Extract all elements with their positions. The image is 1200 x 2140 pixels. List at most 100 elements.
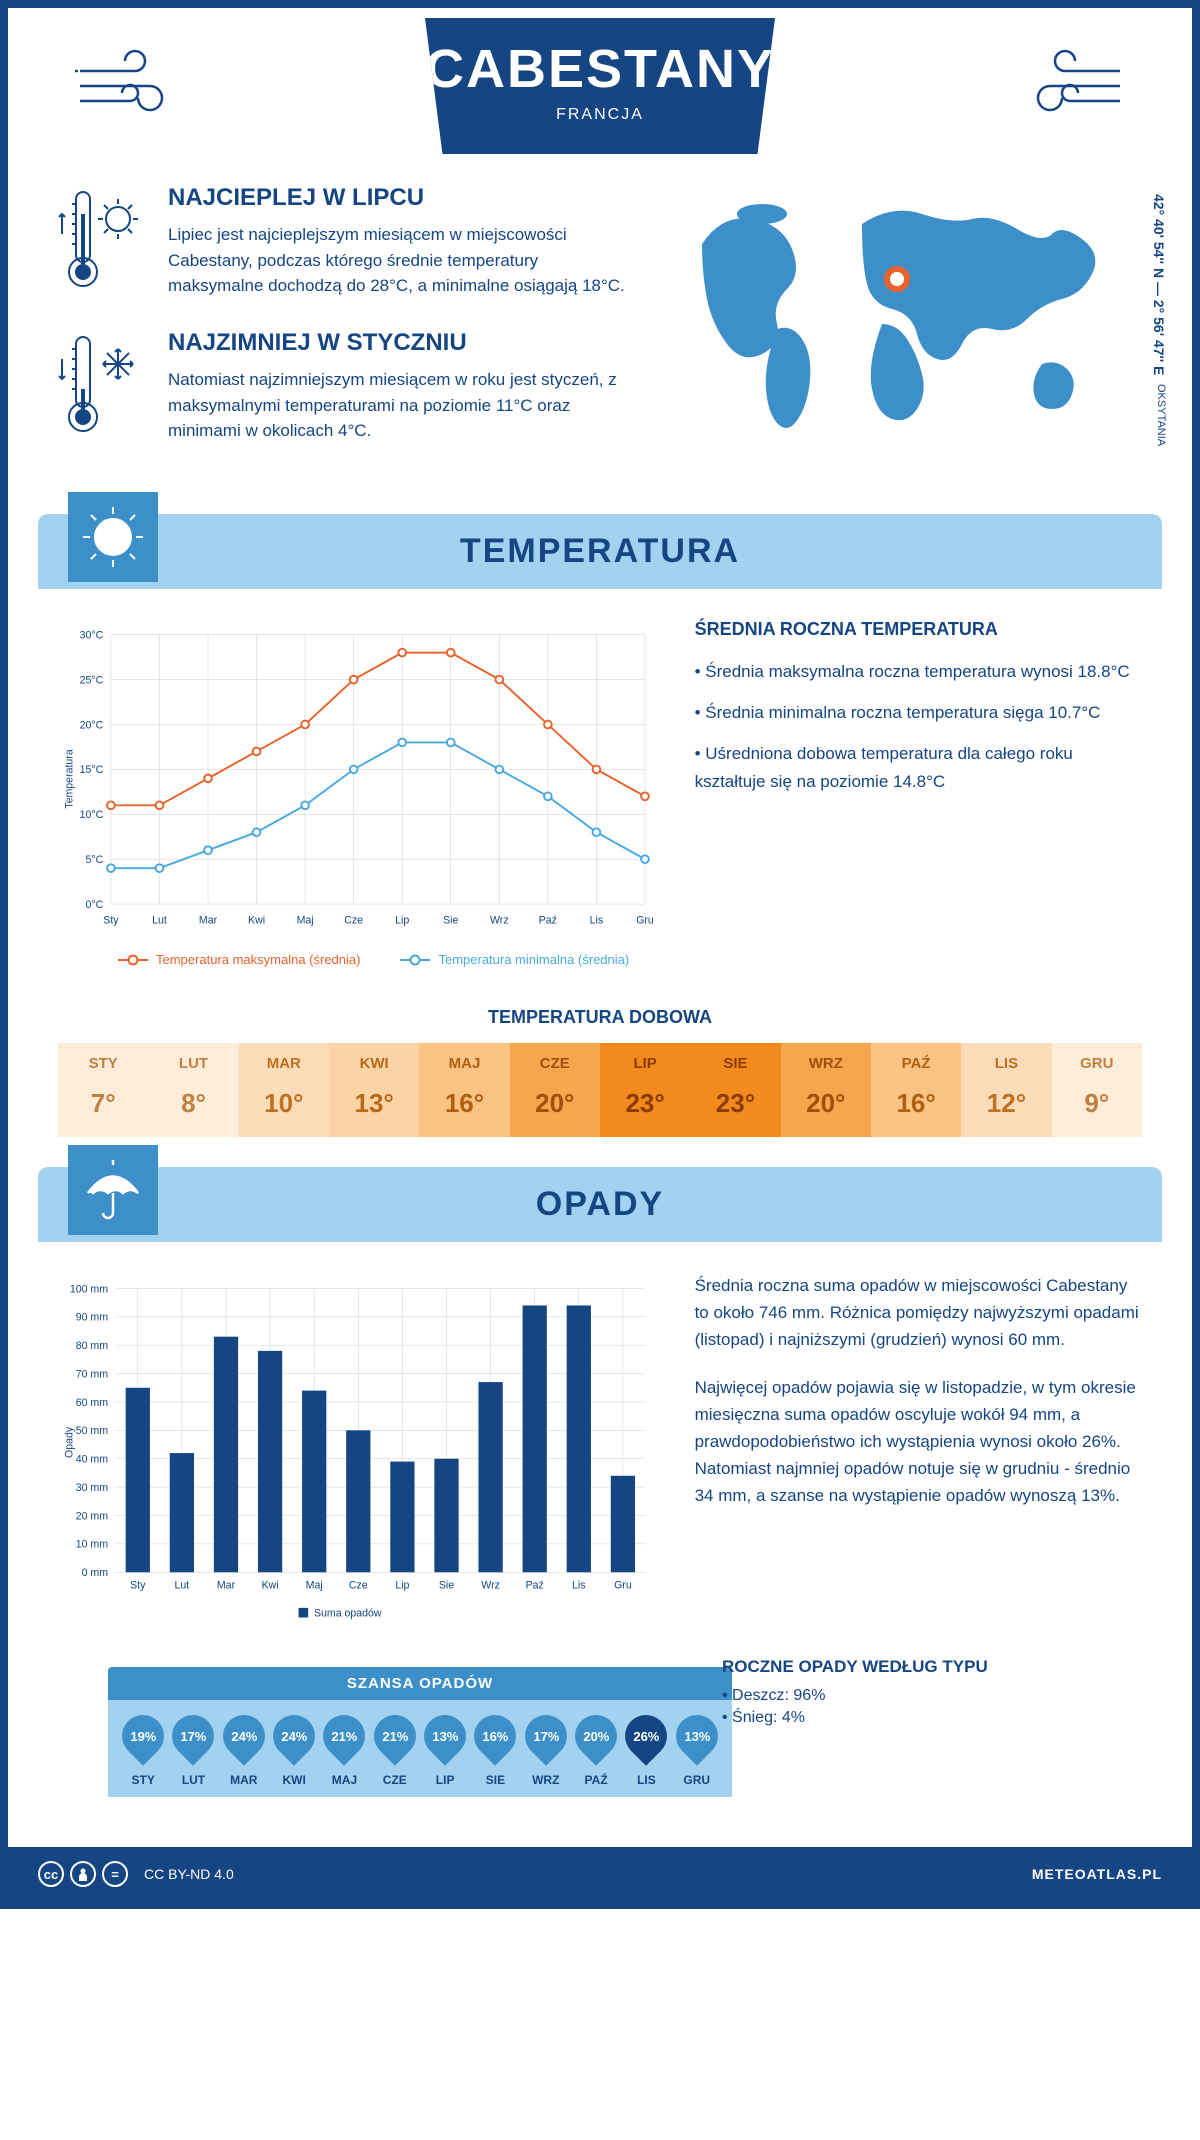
temperature-line-chart: 0°C5°C10°C15°C20°C25°C30°CStyLutMarKwiMa…	[58, 619, 655, 939]
raindrop-icon: 16%	[474, 1715, 516, 1767]
chance-month: KWI	[273, 1773, 315, 1787]
rain-bottom: SZANSA OPADÓW 19% STY 17% LUT 24% MAR	[8, 1657, 1192, 1847]
daily-cell: KWI 13°	[329, 1043, 419, 1137]
svg-text:20°C: 20°C	[80, 719, 104, 731]
svg-text:Wrz: Wrz	[481, 1580, 500, 1592]
svg-text:Maj: Maj	[297, 914, 314, 926]
daily-value: 20°	[781, 1088, 871, 1119]
svg-text:Paź: Paź	[526, 1580, 544, 1592]
daily-cell: GRU 9°	[1052, 1043, 1142, 1137]
daily-cell: WRZ 20°	[781, 1043, 871, 1137]
cc-icon: cc	[38, 1861, 64, 1887]
umbrella-icon	[68, 1145, 158, 1235]
chance-value: 26%	[633, 1729, 659, 1744]
daily-value: 16°	[871, 1088, 961, 1119]
intro-section: NAJCIEPLEJ W LIPCU Lipiec jest najcieple…	[8, 154, 1192, 494]
raindrop-icon: 21%	[323, 1715, 365, 1767]
rain-title: OPADY	[38, 1185, 1162, 1224]
chance-col: 21% CZE	[374, 1715, 416, 1787]
page-title: CABESTANY	[425, 38, 775, 100]
cold-text: Natomiast najzimniejszym miesiącem w rok…	[168, 367, 632, 444]
raindrop-icon: 17%	[172, 1715, 214, 1767]
header-banner: CABESTANY FRANCJA	[425, 18, 775, 154]
svg-text:10 mm: 10 mm	[76, 1539, 109, 1551]
chance-value: 13%	[432, 1729, 458, 1744]
daily-cell: MAJ 16°	[419, 1043, 509, 1137]
daily-month: SIE	[690, 1055, 780, 1072]
raindrop-icon: 13%	[424, 1715, 466, 1767]
hot-text-block: NAJCIEPLEJ W LIPCU Lipiec jest najcieple…	[168, 184, 632, 299]
daily-value: 12°	[961, 1088, 1051, 1119]
svg-text:Sie: Sie	[439, 1580, 454, 1592]
svg-text:50 mm: 50 mm	[76, 1425, 109, 1437]
intro-left: NAJCIEPLEJ W LIPCU Lipiec jest najcieple…	[58, 184, 632, 474]
chance-month: WRZ	[525, 1773, 567, 1787]
svg-text:Gru: Gru	[614, 1580, 632, 1592]
daily-temp-table: STY 7° LUT 8° MAR 10° KWI 13° MAJ 16° CZ…	[58, 1043, 1142, 1137]
chance-value: 19%	[130, 1729, 156, 1744]
svg-text:Cze: Cze	[349, 1580, 368, 1592]
svg-text:Sty: Sty	[103, 914, 119, 926]
svg-text:0 mm: 0 mm	[82, 1567, 109, 1579]
daily-cell: CZE 20°	[510, 1043, 600, 1137]
map-block: 42° 40' 54'' N — 2° 56' 47'' E OKSYTANIA	[662, 184, 1142, 474]
daily-month: GRU	[1052, 1055, 1142, 1072]
daily-value: 13°	[329, 1088, 419, 1119]
page-subtitle: FRANCJA	[425, 106, 775, 124]
rain-info-p1: Średnia roczna suma opadów w miejscowośc…	[695, 1272, 1142, 1354]
svg-text:0°C: 0°C	[85, 899, 103, 911]
site-name: METEOATLAS.PL	[1032, 1866, 1162, 1882]
daily-month: KWI	[329, 1055, 419, 1072]
temp-title: TEMPERATURA	[38, 532, 1162, 571]
daily-cell: MAR 10°	[239, 1043, 329, 1137]
nd-icon: =	[102, 1861, 128, 1887]
temp-legend: Temperatura maksymalna (średnia) Tempera…	[58, 952, 655, 967]
daily-month: LIS	[961, 1055, 1051, 1072]
temp-bullet-1: • Średnia minimalna roczna temperatura s…	[695, 699, 1142, 726]
chance-col: 20% PAŹ	[575, 1715, 617, 1787]
world-map-icon	[662, 184, 1142, 444]
chance-value: 17%	[180, 1729, 206, 1744]
license-block: cc = CC BY-ND 4.0	[38, 1861, 234, 1887]
temp-info-heading: ŚREDNIA ROCZNA TEMPERATURA	[695, 619, 1142, 640]
hot-block: NAJCIEPLEJ W LIPCU Lipiec jest najcieple…	[58, 184, 632, 299]
thermometer-snow-icon	[58, 329, 148, 444]
chance-col: 19% STY	[122, 1715, 164, 1787]
cold-heading: NAJZIMNIEJ W STYCZNIU	[168, 329, 632, 357]
daily-value: 16°	[419, 1088, 509, 1119]
daily-value: 8°	[148, 1088, 238, 1119]
svg-text:Lut: Lut	[152, 914, 167, 926]
svg-text:25°C: 25°C	[80, 674, 104, 686]
svg-text:70 mm: 70 mm	[76, 1368, 109, 1380]
chance-col: 13% LIP	[424, 1715, 466, 1787]
cold-block: NAJZIMNIEJ W STYCZNIU Natomiast najzimni…	[58, 329, 632, 444]
chance-col: 17% LUT	[172, 1715, 214, 1787]
svg-text:Kwi: Kwi	[262, 1580, 279, 1592]
chance-value: 13%	[684, 1729, 710, 1744]
precipitation-bar-chart: 0 mm10 mm20 mm30 mm40 mm50 mm60 mm70 mm8…	[58, 1272, 655, 1632]
chance-value: 24%	[281, 1729, 307, 1744]
temp-bullet-0: • Średnia maksymalna roczna temperatura …	[695, 658, 1142, 685]
svg-text:Lut: Lut	[175, 1580, 190, 1592]
temp-bullet-2: • Uśredniona dobowa temperatura dla całe…	[695, 740, 1142, 794]
chance-col: 21% MAJ	[323, 1715, 365, 1787]
cold-text-block: NAJZIMNIEJ W STYCZNIU Natomiast najzimni…	[168, 329, 632, 444]
page: CABESTANY FRANCJA	[0, 0, 1200, 1909]
legend-min: Temperatura minimalna (średnia)	[400, 952, 629, 967]
chance-value: 24%	[231, 1729, 257, 1744]
raindrop-icon: 19%	[122, 1715, 164, 1767]
daily-month: STY	[58, 1055, 148, 1072]
svg-text:15°C: 15°C	[80, 764, 104, 776]
chance-col: 24% KWI	[273, 1715, 315, 1787]
sun-icon	[68, 492, 158, 582]
svg-text:30°C: 30°C	[80, 630, 104, 642]
svg-text:Lip: Lip	[395, 914, 409, 926]
daily-month: WRZ	[781, 1055, 871, 1072]
svg-text:Gru: Gru	[636, 914, 654, 926]
daily-value: 20°	[510, 1088, 600, 1119]
raindrop-icon: 26%	[625, 1715, 667, 1767]
daily-value: 7°	[58, 1088, 148, 1119]
raindrop-icon: 17%	[525, 1715, 567, 1767]
svg-text:Lis: Lis	[590, 914, 604, 926]
svg-text:Kwi: Kwi	[248, 914, 265, 926]
